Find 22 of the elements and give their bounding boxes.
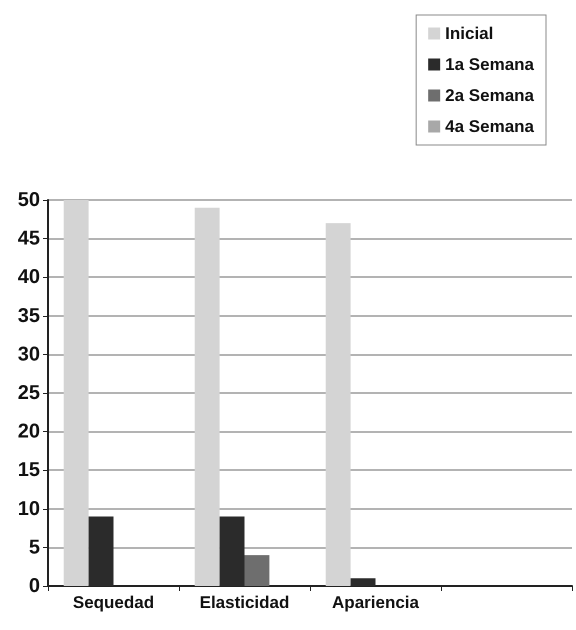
legend-label: 1a Semana — [445, 55, 535, 74]
y-tick-label: 0 — [28, 575, 40, 597]
x-tick-label: Elasticidad — [200, 593, 290, 612]
y-tick-label: 40 — [18, 266, 40, 288]
bar — [244, 555, 270, 586]
bar — [326, 223, 351, 586]
y-tick-label: 20 — [18, 420, 40, 443]
y-tick-label: 30 — [18, 343, 40, 366]
y-tick-label: 5 — [28, 536, 40, 558]
bar — [64, 200, 89, 586]
legend-label: 4a Semana — [445, 117, 535, 136]
y-tick-label: 15 — [18, 459, 40, 482]
y-tick-label: 45 — [18, 228, 40, 250]
legend-label: 2a Semana — [445, 86, 535, 105]
x-tick-label: Apariencia — [332, 593, 420, 612]
x-tick-label: Sequedad — [72, 593, 154, 612]
y-tick-label: 10 — [18, 498, 40, 520]
y-tick-label: 35 — [18, 304, 40, 327]
y-tick-label: 50 — [18, 189, 40, 211]
legend-label: Inicial — [445, 24, 494, 43]
y-tick-label: 25 — [18, 382, 40, 404]
bar — [194, 208, 220, 586]
